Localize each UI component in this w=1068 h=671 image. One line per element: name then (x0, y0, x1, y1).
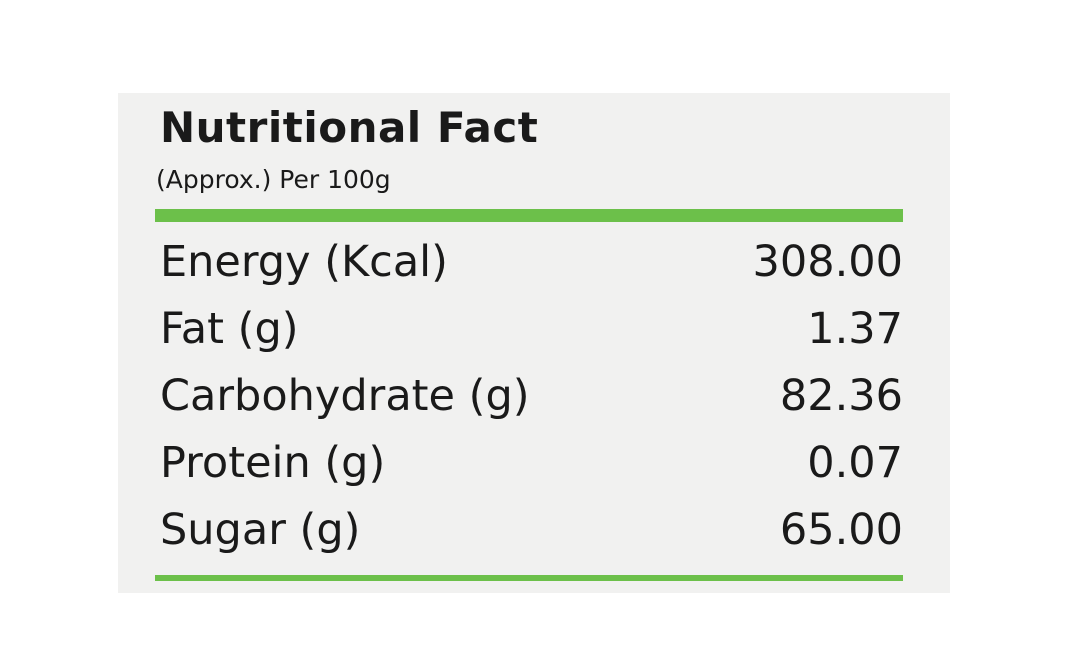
table-row: Carbohydrate (g) 82.36 (160, 365, 903, 427)
table-row: Energy (Kcal) 308.00 (160, 231, 903, 293)
row-label: Fat (g) (160, 304, 299, 354)
subtitle: (Approx.) Per 100g (156, 165, 391, 194)
title: Nutritional Fact (160, 103, 539, 152)
row-label: Energy (Kcal) (160, 237, 448, 287)
label-panel: Nutritional Fact (Approx.) Per 100g Ener… (118, 93, 950, 593)
row-label: Sugar (g) (160, 505, 361, 555)
table-row: Fat (g) 1.37 (160, 298, 903, 360)
divider (155, 575, 903, 581)
table-row: Protein (g) 0.07 (160, 432, 903, 494)
table-row: Sugar (g) 65.00 (160, 499, 903, 561)
row-value: 308.00 (752, 237, 903, 287)
row-value: 65.00 (779, 505, 903, 555)
row-label: Protein (g) (160, 438, 386, 488)
row-label: Carbohydrate (g) (160, 371, 530, 421)
row-value: 0.07 (807, 438, 903, 488)
divider (155, 209, 903, 222)
row-value: 82.36 (779, 371, 903, 421)
row-value: 1.37 (807, 304, 903, 354)
